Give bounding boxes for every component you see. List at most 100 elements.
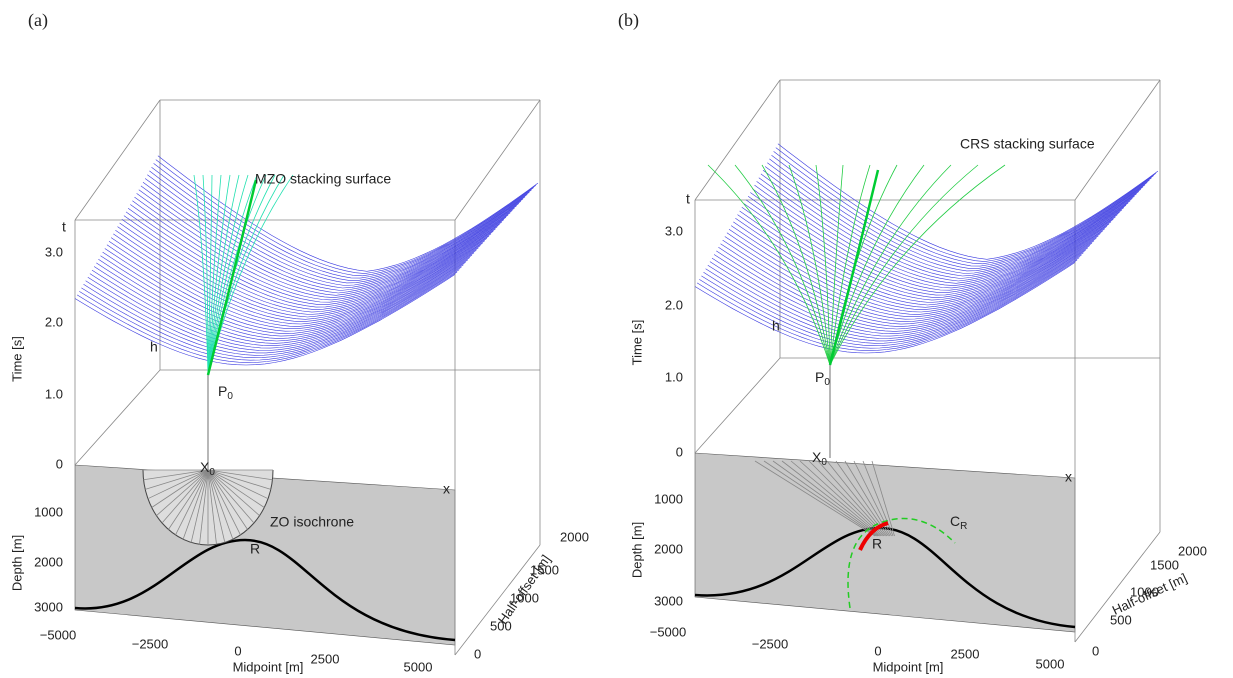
trace bbox=[100, 245, 481, 337]
ray-fan bbox=[781, 460, 880, 537]
ray-fan bbox=[808, 460, 885, 537]
x0-label: X0 bbox=[812, 449, 827, 468]
trace bbox=[115, 228, 496, 320]
trace bbox=[730, 221, 1112, 313]
half-offset-tick-label: 0 bbox=[1092, 643, 1099, 658]
trace bbox=[741, 207, 1122, 301]
trace bbox=[722, 230, 1103, 323]
surface-line bbox=[829, 164, 979, 366]
trace bbox=[140, 185, 522, 291]
box-edge bbox=[1074, 531, 1161, 643]
trace bbox=[89, 257, 471, 349]
isochrone-ray bbox=[190, 469, 209, 543]
trace bbox=[775, 147, 1156, 262]
box-edge bbox=[74, 99, 161, 221]
midpoint-tick-label: −2500 bbox=[752, 636, 789, 651]
trace bbox=[151, 166, 532, 279]
trace bbox=[93, 252, 475, 344]
ray-fan bbox=[772, 460, 879, 537]
trace bbox=[764, 166, 1146, 274]
surface-line bbox=[707, 164, 831, 366]
isochrone-label: ZO isochrone bbox=[270, 514, 354, 530]
trace bbox=[743, 203, 1125, 298]
half-offset-tick-label: 0 bbox=[474, 646, 481, 661]
midpoint-tick-label: −5000 bbox=[650, 624, 687, 639]
half-offset-tick-label: 2000 bbox=[560, 529, 589, 544]
time-tick-label: 3.0 bbox=[665, 223, 683, 238]
midpoint-tick-label: 2500 bbox=[311, 651, 340, 666]
isochrone-ray bbox=[207, 469, 241, 536]
trace bbox=[760, 173, 1142, 279]
p0-label-main: P bbox=[815, 369, 824, 385]
depth-axis-label: Depth [m] bbox=[9, 535, 24, 591]
trace bbox=[739, 210, 1120, 303]
isochrone-ray bbox=[207, 469, 226, 543]
trace bbox=[735, 216, 1116, 308]
trace bbox=[155, 159, 536, 274]
trace bbox=[767, 162, 1148, 272]
trace bbox=[76, 271, 458, 363]
surface-line bbox=[829, 164, 1006, 366]
box-edge bbox=[694, 357, 781, 454]
box-edge bbox=[694, 79, 781, 201]
trace bbox=[157, 155, 539, 272]
isochrone-ray bbox=[207, 469, 255, 524]
trace bbox=[106, 238, 488, 329]
trace bbox=[98, 247, 479, 339]
trace bbox=[110, 233, 492, 325]
panel-label: (b) bbox=[618, 10, 639, 31]
surface-line bbox=[207, 174, 249, 376]
trace bbox=[81, 266, 462, 359]
ray-fan bbox=[835, 460, 889, 537]
time-tick-label: 2.0 bbox=[665, 297, 683, 312]
surface-line bbox=[207, 174, 213, 376]
trace bbox=[771, 154, 1152, 267]
isochrone-ray bbox=[168, 469, 209, 530]
trace bbox=[696, 259, 1078, 351]
midpoint-tick-label: 2500 bbox=[951, 646, 980, 661]
time-tick-label: 3.0 bbox=[45, 244, 63, 259]
trace bbox=[153, 163, 534, 277]
half-offset-tick-label: 500 bbox=[490, 618, 512, 633]
ray-fan bbox=[754, 460, 876, 537]
isochrone-ray bbox=[207, 469, 248, 530]
trace bbox=[745, 199, 1127, 296]
midpoint-tick-label: 5000 bbox=[1036, 656, 1065, 671]
midpoint-tick-label: −2500 bbox=[132, 636, 169, 651]
midpoint-tick-label: −5000 bbox=[40, 627, 77, 642]
isochrone-ray bbox=[207, 469, 271, 490]
time-tick-label: 0 bbox=[56, 456, 63, 471]
isochrone-ray bbox=[207, 469, 265, 508]
p0-label: P0 bbox=[815, 369, 830, 388]
trace bbox=[132, 200, 513, 301]
time-tick-label: 1.0 bbox=[665, 369, 683, 384]
isochrone-ray bbox=[207, 469, 217, 545]
trace bbox=[716, 238, 1097, 330]
box-edge bbox=[454, 544, 541, 656]
trace bbox=[754, 184, 1135, 286]
depth-tick-label: 2000 bbox=[654, 541, 683, 556]
trace bbox=[91, 254, 473, 347]
trace bbox=[123, 215, 505, 310]
trace bbox=[117, 226, 498, 318]
trace bbox=[96, 250, 477, 342]
time-tick-label: 0 bbox=[676, 444, 683, 459]
x0-label-main: X bbox=[200, 459, 210, 475]
surface-line bbox=[207, 174, 222, 376]
trace bbox=[147, 174, 528, 284]
surface-line bbox=[788, 164, 831, 366]
isochrone-ray bbox=[156, 469, 209, 516]
p0-label-sub: 0 bbox=[824, 377, 830, 388]
isochrone-ray bbox=[145, 469, 209, 490]
reflector bbox=[74, 538, 456, 642]
midpoint-tick-label: 0 bbox=[234, 643, 241, 658]
trace bbox=[79, 269, 460, 361]
surface-line bbox=[829, 164, 925, 366]
trace bbox=[136, 193, 517, 296]
isochrone-ray bbox=[207, 469, 260, 516]
trace bbox=[134, 196, 515, 298]
surface-line bbox=[734, 164, 831, 366]
trace bbox=[113, 231, 494, 323]
cr-label-sub: R bbox=[960, 521, 967, 532]
isochrone-ray bbox=[175, 469, 209, 536]
